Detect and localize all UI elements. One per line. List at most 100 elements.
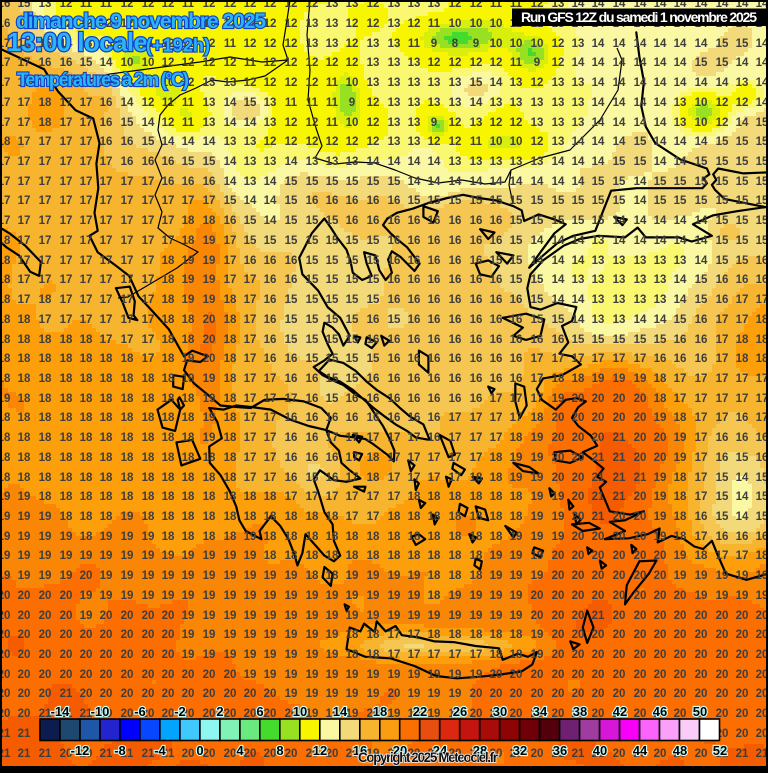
svg-text:13: 13 bbox=[470, 156, 483, 168]
svg-text:21: 21 bbox=[572, 748, 585, 760]
svg-text:14: 14 bbox=[695, 38, 708, 50]
svg-text:14: 14 bbox=[634, 117, 647, 129]
svg-text:14: 14 bbox=[674, 77, 687, 89]
svg-text:18: 18 bbox=[244, 491, 257, 503]
svg-text:15: 15 bbox=[346, 255, 359, 267]
svg-text:20: 20 bbox=[39, 669, 52, 681]
svg-text:19: 19 bbox=[80, 550, 93, 562]
svg-text:21: 21 bbox=[592, 452, 605, 464]
svg-text:15: 15 bbox=[716, 472, 729, 484]
svg-text:13: 13 bbox=[449, 77, 462, 89]
svg-text:19: 19 bbox=[244, 570, 257, 582]
svg-text:17: 17 bbox=[80, 195, 93, 207]
svg-text:12: 12 bbox=[306, 117, 319, 129]
svg-text:15: 15 bbox=[572, 334, 585, 346]
svg-text:19: 19 bbox=[203, 373, 216, 385]
svg-text:16: 16 bbox=[264, 353, 277, 365]
svg-text:14: 14 bbox=[572, 255, 585, 267]
svg-text:20: 20 bbox=[654, 748, 667, 760]
svg-text:14: 14 bbox=[162, 136, 175, 148]
svg-text:18: 18 bbox=[39, 452, 52, 464]
svg-text:19: 19 bbox=[244, 629, 257, 641]
svg-text:16: 16 bbox=[449, 235, 462, 247]
svg-text:16: 16 bbox=[367, 412, 380, 424]
svg-text:18: 18 bbox=[408, 511, 421, 523]
svg-text:32: 32 bbox=[513, 743, 527, 758]
svg-text:20: 20 bbox=[552, 629, 565, 641]
svg-text:14: 14 bbox=[674, 215, 687, 227]
svg-text:13: 13 bbox=[408, 77, 421, 89]
svg-text:20: 20 bbox=[634, 649, 647, 661]
svg-text:15: 15 bbox=[346, 334, 359, 346]
svg-text:19: 19 bbox=[162, 570, 175, 582]
svg-text:12: 12 bbox=[470, 57, 483, 69]
svg-text:19: 19 bbox=[388, 669, 401, 681]
svg-text:17: 17 bbox=[80, 97, 93, 109]
svg-text:19: 19 bbox=[264, 590, 277, 602]
svg-text:16: 16 bbox=[449, 334, 462, 346]
svg-text:20: 20 bbox=[634, 550, 647, 562]
svg-text:20: 20 bbox=[634, 452, 647, 464]
svg-text:17: 17 bbox=[408, 649, 421, 661]
svg-text:16: 16 bbox=[449, 314, 462, 326]
svg-text:19: 19 bbox=[654, 472, 667, 484]
svg-text:12: 12 bbox=[367, 18, 380, 30]
svg-text:17: 17 bbox=[244, 393, 257, 405]
svg-text:17: 17 bbox=[736, 314, 749, 326]
svg-text:20: 20 bbox=[510, 688, 523, 700]
svg-text:21: 21 bbox=[39, 748, 52, 760]
svg-text:17: 17 bbox=[100, 215, 113, 227]
svg-text:12: 12 bbox=[285, 77, 298, 89]
svg-text:18: 18 bbox=[346, 649, 359, 661]
svg-text:18: 18 bbox=[100, 472, 113, 484]
svg-text:20: 20 bbox=[552, 688, 565, 700]
svg-text:17: 17 bbox=[80, 176, 93, 188]
svg-text:19: 19 bbox=[224, 649, 237, 661]
svg-text:17: 17 bbox=[367, 432, 380, 444]
svg-text:18: 18 bbox=[60, 334, 73, 346]
svg-text:15: 15 bbox=[367, 274, 380, 286]
svg-text:17: 17 bbox=[60, 97, 73, 109]
svg-text:15: 15 bbox=[326, 373, 339, 385]
svg-text:18: 18 bbox=[367, 452, 380, 464]
svg-text:14: 14 bbox=[428, 176, 441, 188]
svg-text:13: 13 bbox=[572, 274, 585, 286]
svg-text:11: 11 bbox=[470, 136, 483, 148]
svg-text:13: 13 bbox=[449, 97, 462, 109]
svg-text:14: 14 bbox=[552, 156, 565, 168]
svg-text:14: 14 bbox=[674, 294, 687, 306]
svg-text:18: 18 bbox=[224, 491, 237, 503]
svg-text:18: 18 bbox=[203, 452, 216, 464]
svg-text:-10: -10 bbox=[91, 704, 110, 719]
svg-text:11: 11 bbox=[244, 57, 257, 69]
svg-text:19: 19 bbox=[100, 531, 113, 543]
svg-text:21: 21 bbox=[613, 432, 626, 444]
svg-text:18: 18 bbox=[449, 531, 462, 543]
svg-text:40: 40 bbox=[593, 743, 607, 758]
svg-text:16: 16 bbox=[490, 274, 503, 286]
svg-text:16: 16 bbox=[203, 176, 216, 188]
svg-text:11: 11 bbox=[182, 117, 195, 129]
svg-text:21: 21 bbox=[592, 511, 605, 523]
svg-text:20: 20 bbox=[613, 610, 626, 622]
svg-text:16: 16 bbox=[285, 412, 298, 424]
svg-text:15: 15 bbox=[736, 215, 749, 227]
svg-text:17: 17 bbox=[100, 255, 113, 267]
svg-text:15: 15 bbox=[716, 38, 729, 50]
svg-text:18: 18 bbox=[18, 393, 31, 405]
svg-text:17: 17 bbox=[60, 255, 73, 267]
svg-text:17: 17 bbox=[80, 294, 93, 306]
svg-text:9: 9 bbox=[431, 117, 437, 129]
svg-text:18: 18 bbox=[408, 491, 421, 503]
svg-text:17: 17 bbox=[510, 393, 523, 405]
svg-text:12: 12 bbox=[224, 57, 237, 69]
svg-text:20: 20 bbox=[142, 610, 155, 622]
svg-text:15: 15 bbox=[346, 274, 359, 286]
svg-text:20: 20 bbox=[695, 629, 708, 641]
svg-text:20: 20 bbox=[592, 669, 605, 681]
svg-text:19: 19 bbox=[695, 570, 708, 582]
svg-text:17: 17 bbox=[346, 511, 359, 523]
svg-text:18: 18 bbox=[80, 412, 93, 424]
svg-text:17: 17 bbox=[264, 432, 277, 444]
svg-text:16: 16 bbox=[490, 373, 503, 385]
